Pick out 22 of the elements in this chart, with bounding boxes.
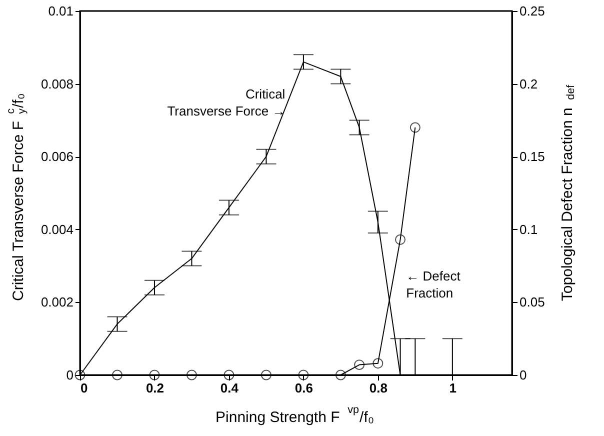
y2-axis-title: Topological Defect Fraction ndef xyxy=(559,84,577,302)
y2-tick-label: 0 xyxy=(520,368,527,382)
y-tick-label: 0 xyxy=(66,368,74,382)
x-tick-label: 1 xyxy=(449,380,457,396)
y-axis-title: Critical Transverse Force Fyc/f₀ xyxy=(5,93,28,302)
annotation: Critical Transverse Force → xyxy=(167,86,286,119)
x-tick-label: 0.4 xyxy=(220,380,240,396)
y2-tick-label: 0.15 xyxy=(520,149,545,164)
x-tick-label: 0 xyxy=(80,380,88,396)
x-tick-label: 0.6 xyxy=(294,380,313,396)
y2-tick-label: 0.2 xyxy=(520,76,538,92)
x-tick-label: 0.8 xyxy=(369,380,388,396)
annotation: ← Defect Fraction xyxy=(406,268,461,301)
y-tick-label: 0.006 xyxy=(40,149,74,164)
y2-tick-label: 0.1 xyxy=(520,222,538,237)
y2-tick-label: 0.25 xyxy=(520,4,545,18)
y-tick-label: 0.004 xyxy=(40,222,74,237)
y-tick-label: 0.008 xyxy=(40,76,74,92)
y-tick-label: 0.01 xyxy=(48,4,74,18)
y-tick-label: 0.002 xyxy=(40,294,74,310)
x-tick-label: 0.2 xyxy=(146,380,164,396)
y2-tick-label: 0.05 xyxy=(520,294,545,310)
